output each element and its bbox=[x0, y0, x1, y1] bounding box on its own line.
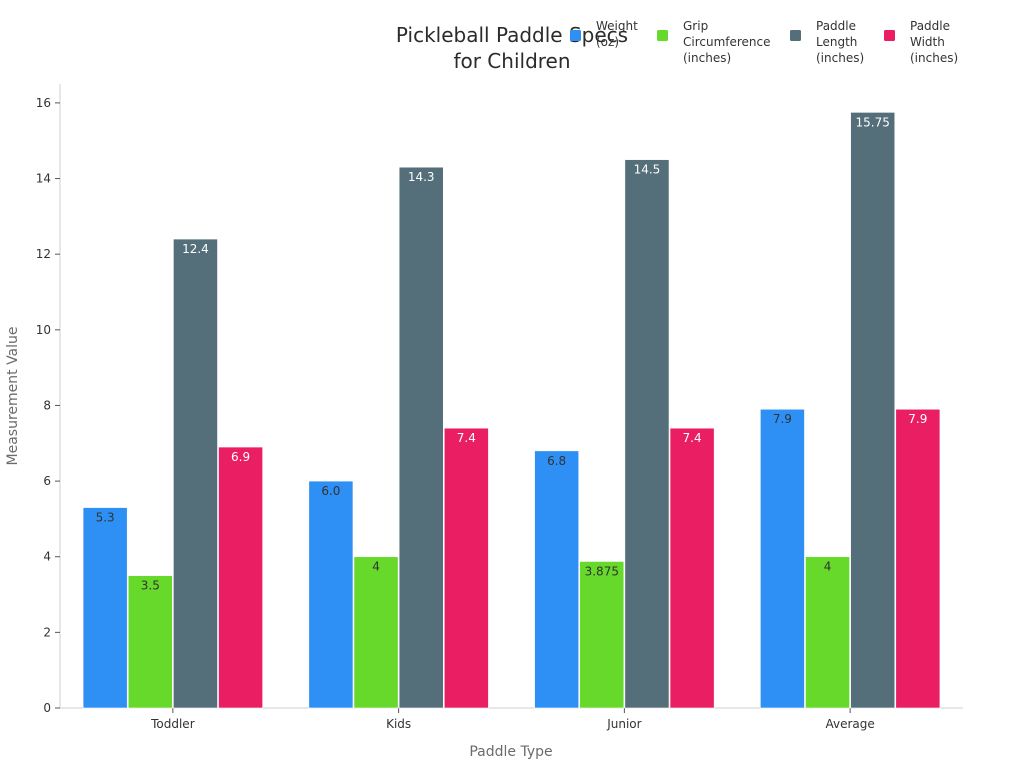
bar bbox=[760, 408, 805, 709]
bar bbox=[895, 408, 941, 709]
bar bbox=[805, 556, 850, 709]
legend-label: Paddle bbox=[910, 19, 950, 33]
bar bbox=[82, 507, 128, 709]
legend-label: Grip bbox=[683, 19, 708, 33]
legend-label: Weight bbox=[596, 19, 638, 33]
y-tick-label: 0 bbox=[43, 701, 51, 715]
legend-label: (inches) bbox=[910, 51, 958, 65]
legend-label: (oz) bbox=[596, 35, 619, 49]
bar bbox=[308, 480, 354, 709]
legend-label: Width bbox=[910, 35, 945, 49]
data-label: 15.75 bbox=[856, 115, 890, 129]
bar bbox=[173, 238, 218, 709]
y-tick-label: 14 bbox=[36, 172, 51, 186]
y-tick-label: 12 bbox=[36, 247, 51, 261]
x-tick-label: Kids bbox=[386, 717, 411, 731]
data-label: 7.9 bbox=[908, 412, 927, 426]
data-label: 6.0 bbox=[321, 484, 340, 498]
legend-swatch bbox=[884, 30, 895, 41]
y-tick-label: 16 bbox=[36, 96, 51, 110]
bar bbox=[398, 166, 444, 709]
y-tick-label: 4 bbox=[43, 550, 51, 564]
bar bbox=[353, 556, 399, 709]
data-label: 4 bbox=[824, 560, 832, 574]
legend-item: Weight (oz) bbox=[570, 19, 638, 49]
bar bbox=[127, 575, 173, 709]
data-label: 7.4 bbox=[683, 431, 702, 445]
data-label: 7.4 bbox=[457, 431, 476, 445]
legend-label: (inches) bbox=[816, 51, 864, 65]
legend-item: Grip Circumference (inches) bbox=[657, 19, 771, 65]
legend: Weight(oz)GripCircumference(inches)Paddl… bbox=[570, 19, 958, 65]
legend-label: Paddle bbox=[816, 19, 856, 33]
bar bbox=[624, 159, 670, 709]
bar bbox=[443, 427, 489, 709]
y-axis-title: Measurement Value bbox=[5, 326, 21, 465]
legend-swatch bbox=[570, 30, 581, 41]
legend-label: (inches) bbox=[683, 51, 731, 65]
bar bbox=[850, 112, 896, 709]
legend-item: Paddle Width (inches) bbox=[884, 19, 958, 65]
y-tick-label: 6 bbox=[43, 474, 51, 488]
x-tick-label: Average bbox=[825, 717, 874, 731]
data-label: 4 bbox=[372, 560, 380, 574]
legend-swatch bbox=[657, 30, 668, 41]
legend-item: Paddle Length (inches) bbox=[790, 19, 864, 65]
legend-label: Length bbox=[816, 35, 857, 49]
legend-label: Circumference bbox=[683, 35, 771, 49]
data-label: 6.9 bbox=[231, 450, 250, 464]
legend-swatch bbox=[790, 30, 801, 41]
data-label: 3.875 bbox=[585, 564, 619, 578]
x-tick-label: Junior bbox=[606, 717, 641, 731]
x-tick-label: Toddler bbox=[150, 717, 195, 731]
y-tick-label: 2 bbox=[43, 625, 51, 639]
bar bbox=[579, 561, 625, 709]
y-tick-label: 10 bbox=[36, 323, 51, 337]
bar bbox=[534, 450, 580, 709]
data-label: 3.5 bbox=[141, 579, 160, 593]
data-label: 7.9 bbox=[773, 412, 792, 426]
y-tick-label: 8 bbox=[43, 398, 51, 412]
x-axis-title: Paddle Type bbox=[469, 744, 552, 760]
data-label: 12.4 bbox=[182, 242, 209, 256]
chart-title-line-1: Pickleball Paddle Specs bbox=[396, 23, 628, 47]
plot-area: 0 2 4 6 8 10 12 14 16 Toddler 5.3 3.5 12.4 6.9 Kids 6.0… bbox=[36, 84, 963, 731]
chart-title-line-2: for Children bbox=[453, 49, 570, 73]
bar bbox=[669, 427, 715, 709]
bar bbox=[218, 446, 263, 709]
data-label: 14.3 bbox=[408, 170, 435, 184]
data-label: 6.8 bbox=[547, 454, 566, 468]
data-label: 5.3 bbox=[96, 511, 115, 525]
data-label: 14.5 bbox=[634, 163, 661, 177]
